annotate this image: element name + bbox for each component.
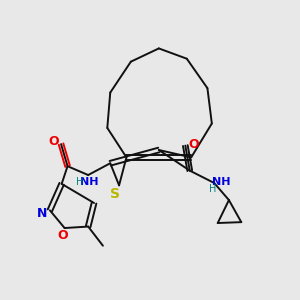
Text: O: O xyxy=(57,229,68,242)
Text: N: N xyxy=(37,207,48,220)
Text: O: O xyxy=(188,138,199,151)
Text: O: O xyxy=(48,135,59,148)
Text: H: H xyxy=(209,184,216,194)
Text: S: S xyxy=(110,187,120,201)
Text: NH: NH xyxy=(80,176,99,187)
Text: H: H xyxy=(76,176,84,187)
Text: NH: NH xyxy=(212,176,231,187)
